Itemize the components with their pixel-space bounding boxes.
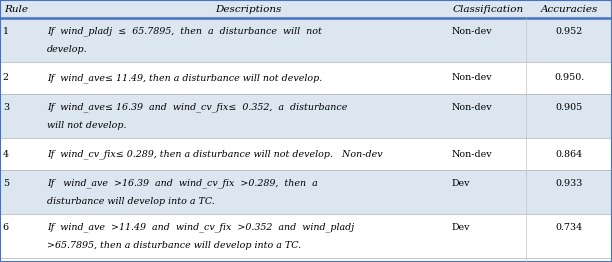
Text: Dev: Dev: [452, 179, 470, 188]
Text: Non-dev: Non-dev: [452, 27, 493, 36]
Text: Rule: Rule: [4, 4, 28, 14]
Bar: [0, 94, 612, 138]
Text: 0.734: 0.734: [556, 223, 583, 232]
Text: 2: 2: [3, 74, 9, 83]
Bar: [0, 62, 612, 94]
Text: 0.933: 0.933: [556, 179, 583, 188]
Text: Non-dev: Non-dev: [452, 74, 493, 83]
Text: 6: 6: [3, 223, 9, 232]
Text: disturbance will develop into a TC.: disturbance will develop into a TC.: [47, 197, 214, 206]
Text: Classification: Classification: [452, 4, 524, 14]
Text: Non-dev: Non-dev: [452, 150, 493, 159]
Text: If   wind_ave  >16.39  and  wind_cv_fix  >0.289,  then  a: If wind_ave >16.39 and wind_cv_fix >0.28…: [47, 179, 318, 188]
Bar: [0, 0, 612, 18]
Text: Descriptions: Descriptions: [215, 4, 282, 14]
Text: 0.864: 0.864: [556, 150, 583, 159]
Text: If  wind_ave  >11.49  and  wind_cv_fix  >0.352  and  wind_pladj: If wind_ave >11.49 and wind_cv_fix >0.35…: [47, 222, 354, 232]
Text: >65.7895, then a disturbance will develop into a TC.: >65.7895, then a disturbance will develo…: [47, 241, 301, 250]
Text: develop.: develop.: [47, 45, 88, 54]
Text: Non-dev: Non-dev: [452, 103, 493, 112]
Text: 4: 4: [3, 150, 9, 159]
Text: 3: 3: [3, 103, 9, 112]
Text: 0.905: 0.905: [556, 103, 583, 112]
Bar: [0, 138, 612, 170]
Text: Accuracies: Accuracies: [540, 4, 598, 14]
Bar: [0, 170, 612, 214]
Text: 0.950.: 0.950.: [554, 74, 584, 83]
Text: 0.952: 0.952: [556, 27, 583, 36]
Text: Dev: Dev: [452, 223, 470, 232]
Text: If  wind_pladj  ≤  65.7895,  then  a  disturbance  will  not: If wind_pladj ≤ 65.7895, then a disturba…: [47, 26, 321, 36]
Text: If  wind_cv_fix≤ 0.289, then a disturbance will not develop.   Non-dev: If wind_cv_fix≤ 0.289, then a disturbanc…: [47, 149, 382, 159]
Bar: [0, 214, 612, 258]
Text: 1: 1: [3, 27, 9, 36]
Text: If  wind_ave≤ 16.39  and  wind_cv_fix≤  0.352,  a  disturbance: If wind_ave≤ 16.39 and wind_cv_fix≤ 0.35…: [47, 102, 347, 112]
Text: If  wind_ave≤ 11.49, then a disturbance will not develop.: If wind_ave≤ 11.49, then a disturbance w…: [47, 73, 322, 83]
Bar: [0, 18, 612, 62]
Text: will not develop.: will not develop.: [47, 121, 126, 130]
Text: 5: 5: [3, 179, 9, 188]
